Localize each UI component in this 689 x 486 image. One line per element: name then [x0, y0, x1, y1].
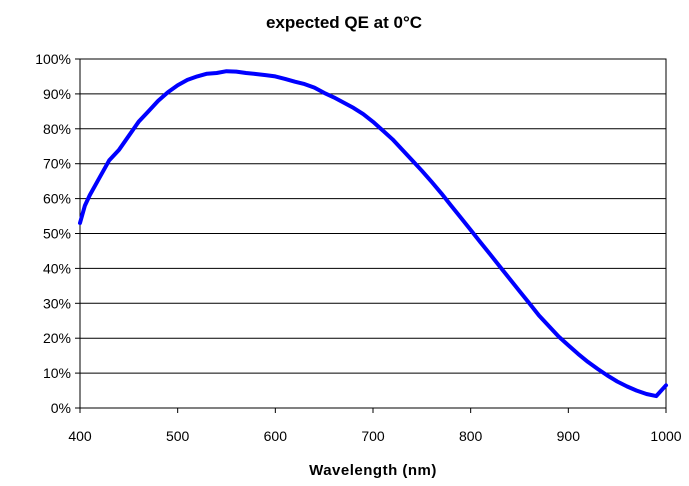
y-tick-label: 20% [43, 330, 71, 346]
y-tick-label: 40% [43, 260, 71, 276]
y-tick-label: 70% [43, 156, 71, 172]
series-line-qe [78, 69, 668, 399]
y-tick-label: 80% [43, 121, 71, 137]
x-tick-label: 700 [361, 428, 385, 444]
y-tick-labels: 0% 10% 20% 30% 40% 50% 60% 70% 80% 90% 100% [35, 51, 80, 416]
y-tick-label: 100% [35, 51, 71, 67]
x-tick-label: 600 [264, 428, 288, 444]
x-tick-label: 500 [166, 428, 190, 444]
y-tick-label: 30% [43, 295, 71, 311]
x-tick-label: 800 [459, 428, 483, 444]
x-axis-label: Wavelength (nm) [309, 462, 437, 479]
y-tick-label: 50% [43, 226, 71, 242]
x-tick-labels: 400 500 600 700 800 900 1000 [68, 408, 682, 444]
x-tick-label: 900 [557, 428, 581, 444]
plot-area-frame [79, 58, 667, 409]
y-tick-label: 0% [51, 400, 71, 416]
chart-title: expected QE at 0°C [266, 13, 422, 32]
grid-lines [80, 93, 666, 374]
x-tick-label: 400 [68, 428, 92, 444]
x-tick-label: 1000 [650, 428, 681, 444]
y-tick-label: 60% [43, 191, 71, 207]
y-tick-label: 90% [43, 86, 71, 102]
y-tick-label: 10% [43, 365, 71, 381]
